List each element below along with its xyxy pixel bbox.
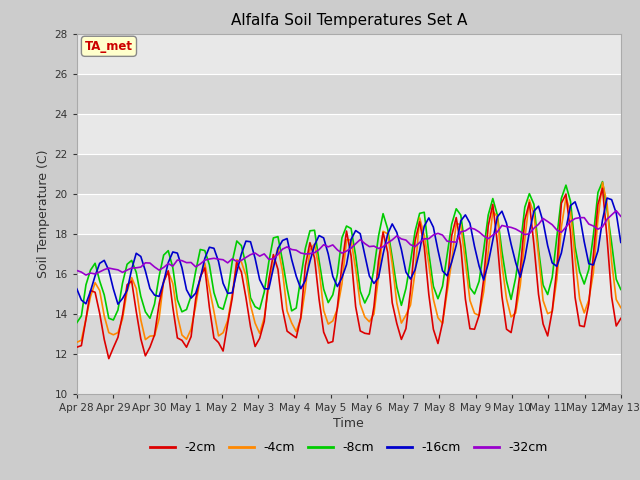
X-axis label: Time: Time xyxy=(333,417,364,430)
Bar xyxy=(77,234,621,274)
Legend: -2cm, -4cm, -8cm, -16cm, -32cm: -2cm, -4cm, -8cm, -16cm, -32cm xyxy=(145,436,553,459)
Bar xyxy=(77,114,621,154)
Bar xyxy=(77,193,621,234)
Bar xyxy=(77,34,621,73)
Y-axis label: Soil Temperature (C): Soil Temperature (C) xyxy=(37,149,51,278)
Bar xyxy=(77,354,621,394)
Bar xyxy=(77,73,621,114)
Title: Alfalfa Soil Temperatures Set A: Alfalfa Soil Temperatures Set A xyxy=(230,13,467,28)
Bar xyxy=(77,274,621,313)
Bar xyxy=(77,154,621,193)
Bar xyxy=(77,313,621,354)
Text: TA_met: TA_met xyxy=(85,40,133,53)
